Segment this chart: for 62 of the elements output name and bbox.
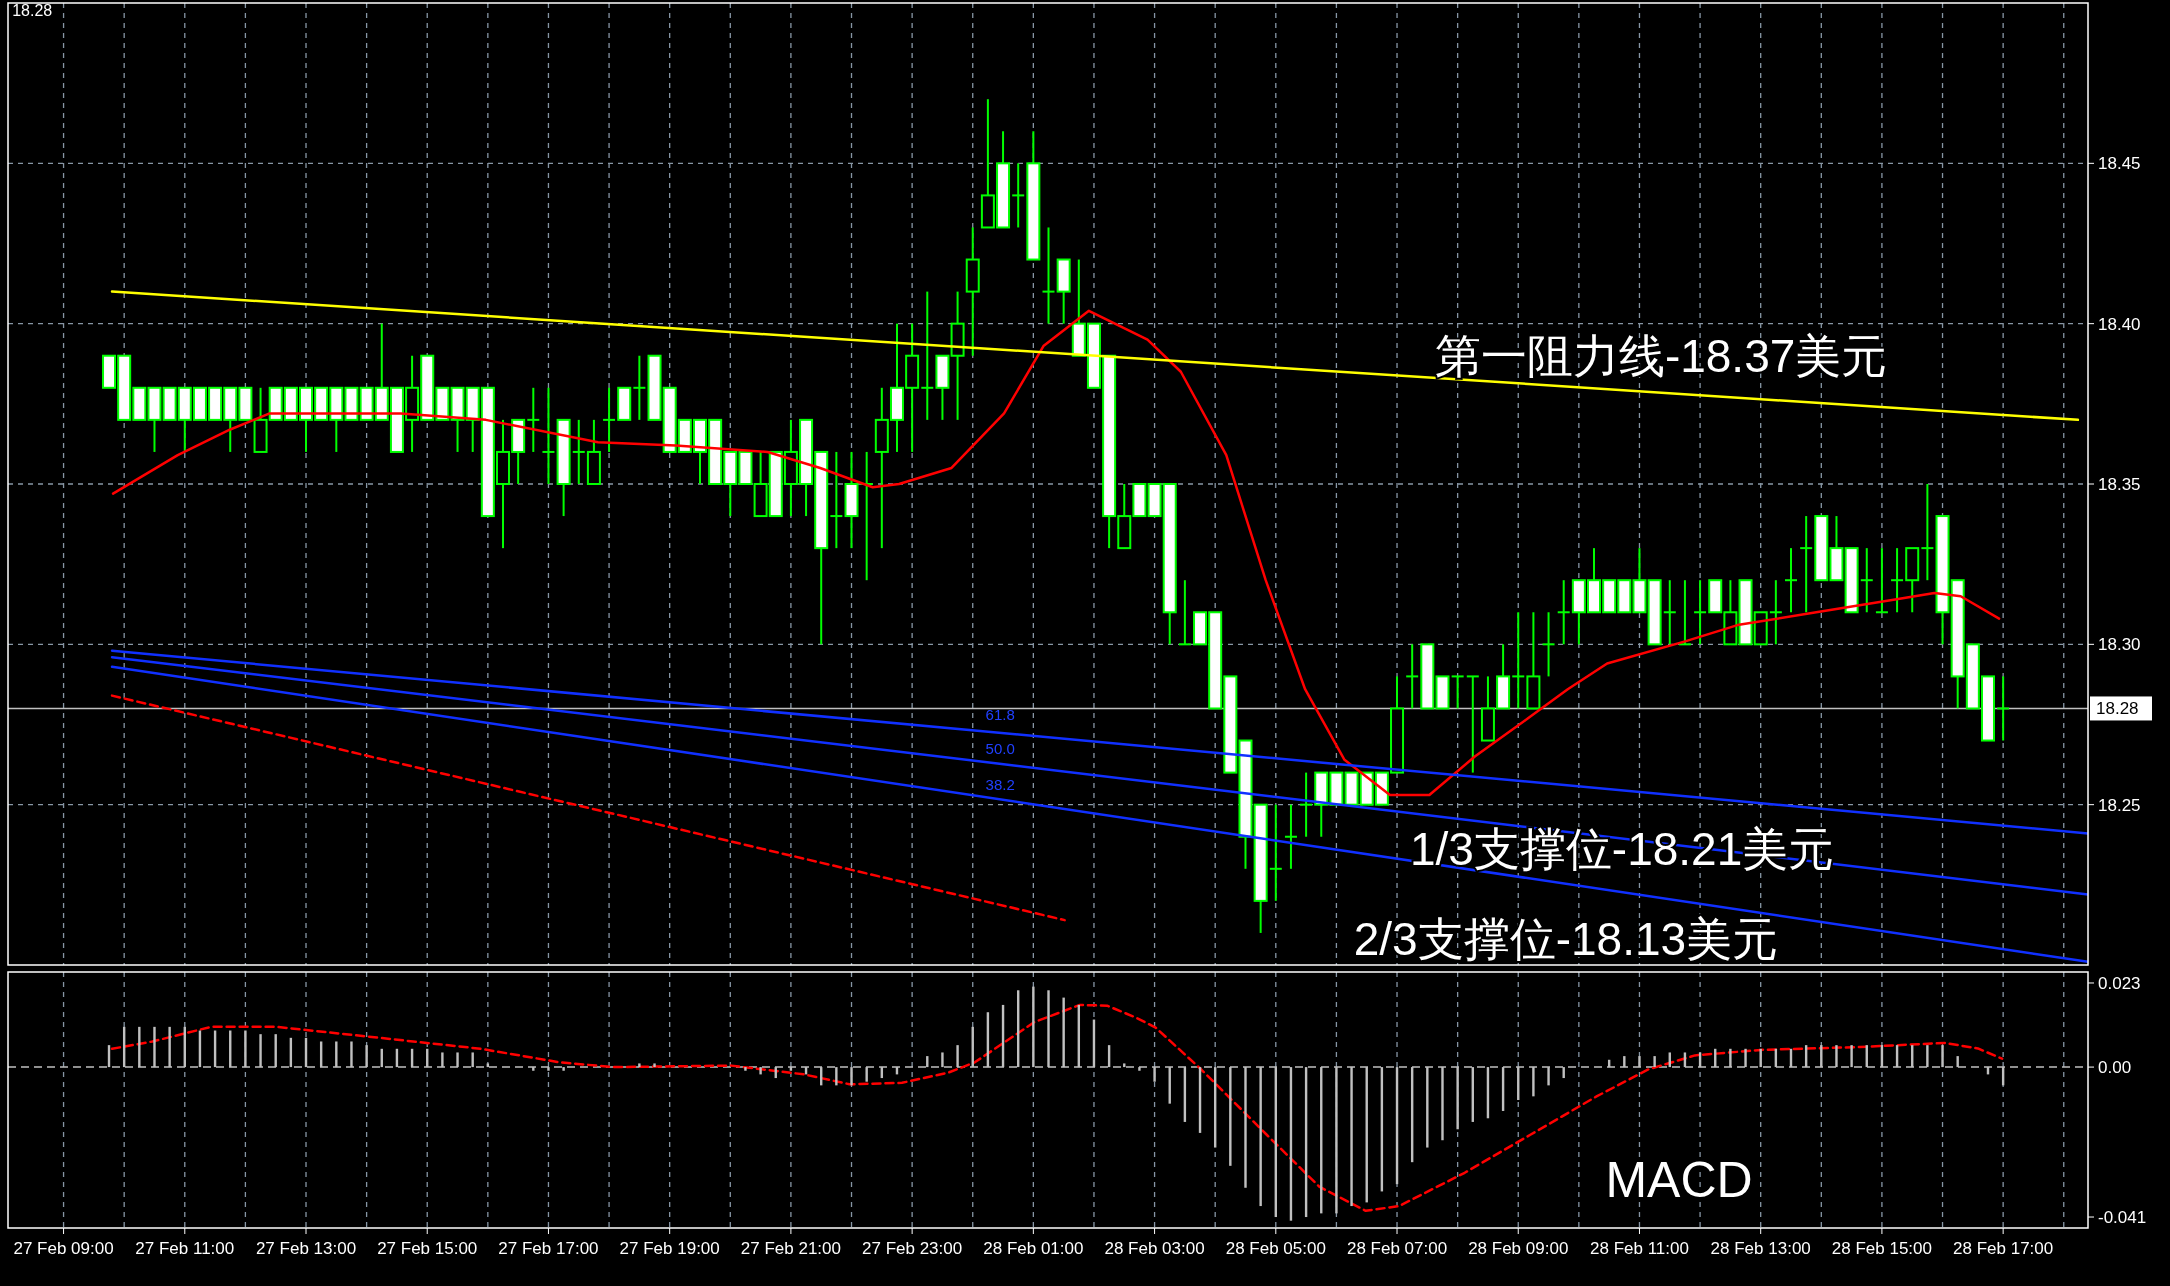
candlestick [1890,547,1905,614]
candlestick [602,386,617,453]
candlestick [1511,611,1526,710]
candlestick [1768,579,1783,646]
candlestick [1662,579,1677,646]
y-tick-label: 18.35 [2098,475,2141,494]
y-tick-label: 0.023 [2098,973,2141,993]
candlestick [1041,226,1056,325]
x-tick-label: 28 Feb 01:00 [983,1239,1084,1258]
candlestick [1283,803,1298,870]
x-tick-label: 27 Feb 15:00 [377,1239,478,1258]
x-tick-label: 27 Feb 21:00 [740,1239,842,1258]
candlestick [1556,579,1571,646]
x-tick-label: 28 Feb 05:00 [1225,1239,1326,1258]
candlestick [541,386,556,485]
y-tick-label: -0.041 [2098,1208,2147,1228]
annotation: 50.0 [985,740,1015,758]
candlestick [1996,675,2011,742]
y-tick-label: 18.45 [2098,154,2141,174]
candlestick [526,386,541,453]
annotation: 第一阻力线-18.37美元 [1434,330,1888,383]
candlestick [1784,547,1798,614]
candlestick [1299,771,1314,838]
x-tick-label: 27 Feb 09:00 [13,1239,114,1258]
candlestick [1450,675,1465,710]
candlestick [1799,515,1814,614]
candlestick [1859,547,1874,614]
x-tick-label: 28 Feb 17:00 [1953,1239,2054,1258]
candlestick [1011,162,1026,229]
candlestick [1874,547,1889,614]
x-tick-label: 27 Feb 17:00 [498,1239,599,1258]
ref-line-label: 18.28 [2096,699,2139,719]
annotation: 38.2 [985,775,1015,793]
x-tick-label: 28 Feb 13:00 [1710,1239,1811,1258]
candlestick [1405,643,1420,710]
candlestick [571,418,586,485]
x-tick-label: 28 Feb 03:00 [1104,1239,1205,1258]
annotation: 61.8 [985,705,1015,723]
candlestick [632,354,647,421]
x-tick-label: 27 Feb 13:00 [255,1239,357,1258]
annotation: MACD [1605,1152,1753,1209]
candlestick [1920,483,1935,582]
y-tick-label: 18.30 [2098,635,2141,655]
x-tick-label: 27 Feb 11:00 [135,1239,235,1258]
candlestick [1177,579,1192,646]
annotation: 2/3支撑位-18.13美元 [1353,913,1779,966]
y-tick-label: 18.25 [2098,795,2141,815]
x-tick-label: 28 Feb 09:00 [1468,1239,1569,1258]
x-tick-label: 27 Feb 19:00 [619,1239,720,1258]
candlestick [829,450,844,550]
y-tick-label: 18.40 [2098,314,2141,334]
x-tick-label: 28 Feb 15:00 [1831,1239,1933,1258]
candlestick [1541,611,1556,678]
candlestick [1465,675,1480,774]
candlestick [920,290,935,421]
x-tick-label: 27 Feb 23:00 [862,1239,963,1258]
annotation: 18.28 [12,2,53,20]
x-tick-label: 28 Feb 07:00 [1346,1239,1448,1258]
candlestick [1693,579,1708,646]
y-tick-label: 0.00 [2098,1058,2132,1078]
x-tick-label: 28 Feb 11:00 [1590,1239,1689,1258]
candlestick [1268,803,1283,902]
